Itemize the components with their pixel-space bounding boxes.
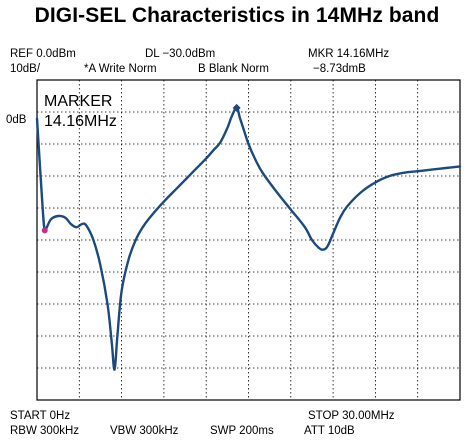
marker-frequency: MKR 14.16MHz (308, 48, 390, 60)
trace-a-mode: *A Write Norm (84, 63, 157, 75)
sweep-setting: SWP 200ms (210, 425, 274, 437)
plot-frame (36, 79, 461, 401)
grid (37, 80, 460, 400)
display-line: DL −30.0dBm (145, 48, 216, 60)
stop-frequency: STOP 30.00MHz (308, 410, 395, 422)
attenuation-setting: ATT 10dB (304, 425, 355, 437)
start-marker-point (41, 227, 48, 234)
start-frequency: START 0Hz (10, 410, 71, 422)
y-ref-label: 0dB (6, 114, 27, 126)
marker-readout: MARKER 14.16MHz (44, 92, 117, 132)
scale-per-div: 10dB/ (10, 63, 41, 75)
trace-b-mode: B Blank Norm (198, 63, 269, 75)
marker-level: −8.73dmB (313, 63, 366, 75)
marker-readout-freq: 14.16MHz (44, 113, 117, 130)
marker-diamond (232, 103, 241, 112)
ref-level: REF 0.0dBm (10, 48, 76, 60)
vbw-setting: VBW 300kHz (110, 425, 179, 437)
marker-readout-title: MARKER (44, 93, 113, 110)
trace-a-line (35, 106, 462, 371)
chart-title: DIGI-SEL Characteristics in 14MHz band (34, 4, 440, 27)
rbw-setting: RBW 300kHz (10, 425, 80, 437)
